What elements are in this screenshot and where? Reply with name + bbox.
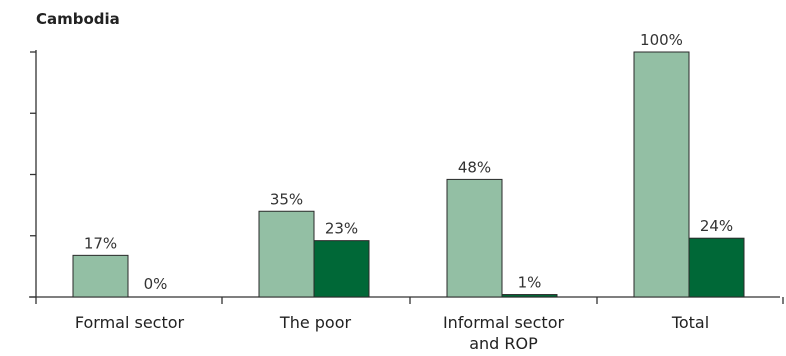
data-label: 100%	[640, 31, 683, 49]
chart-title: Cambodia	[36, 10, 120, 28]
y-ticks	[30, 51, 36, 298]
category-label: and ROP	[469, 334, 538, 353]
bars	[72, 51, 745, 298]
bar	[446, 178, 503, 298]
x-ticks	[35, 297, 784, 304]
data-label: 48%	[458, 158, 491, 176]
data-label: 1%	[518, 274, 542, 292]
data-label: 35%	[270, 190, 303, 208]
data-label: 24%	[700, 217, 733, 235]
category-labels: Formal sector The poor Informal sector and …	[75, 313, 709, 353]
bar	[258, 210, 315, 298]
category-label: Total	[671, 313, 709, 332]
data-label: 23%	[325, 220, 358, 238]
data-label: 0%	[144, 275, 168, 293]
bar	[688, 237, 745, 298]
data-labels: 17% 0% 35% 23% 48% 1% 100% 24%	[84, 31, 733, 293]
bar	[501, 294, 558, 298]
category-label: Informal sector	[443, 313, 565, 332]
category-label: The poor	[279, 313, 352, 332]
data-label: 17%	[84, 234, 117, 252]
category-label: Formal sector	[75, 313, 185, 332]
bar	[633, 51, 690, 298]
bar	[72, 254, 129, 298]
bar	[313, 240, 370, 298]
